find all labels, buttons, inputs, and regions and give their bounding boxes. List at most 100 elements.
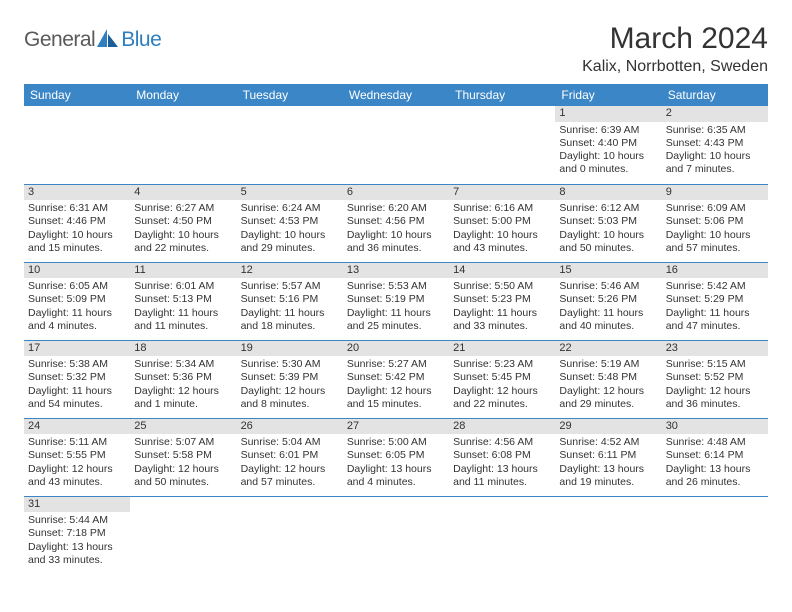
calendar-day: 15Sunrise: 5:46 AMSunset: 5:26 PMDayligh… (555, 262, 661, 340)
sunrise-line: Sunrise: 6:24 AM (241, 202, 339, 215)
sunset-line: Sunset: 5:23 PM (453, 293, 551, 306)
day-details: Sunrise: 6:09 AMSunset: 5:06 PMDaylight:… (662, 200, 768, 259)
sunset-line: Sunset: 5:39 PM (241, 371, 339, 384)
sunrise-line: Sunrise: 6:12 AM (559, 202, 657, 215)
daylight-line: Daylight: 11 hoursand 40 minutes. (559, 307, 657, 333)
sunset-line: Sunset: 6:05 PM (347, 449, 445, 462)
sunrise-line: Sunrise: 5:27 AM (347, 358, 445, 371)
day-details: Sunrise: 5:15 AMSunset: 5:52 PMDaylight:… (662, 356, 768, 415)
day-details: Sunrise: 6:24 AMSunset: 4:53 PMDaylight:… (237, 200, 343, 259)
calendar-row: 10Sunrise: 6:05 AMSunset: 5:09 PMDayligh… (24, 262, 768, 340)
daylight-line: Daylight: 10 hoursand 57 minutes. (666, 229, 764, 255)
daylight-line: Daylight: 10 hoursand 36 minutes. (347, 229, 445, 255)
sunset-line: Sunset: 5:00 PM (453, 215, 551, 228)
daylight-line: Daylight: 11 hoursand 33 minutes. (453, 307, 551, 333)
sunset-line: Sunset: 5:26 PM (559, 293, 657, 306)
day-number: 25 (130, 419, 236, 435)
daylight-line: Daylight: 11 hoursand 54 minutes. (28, 385, 126, 411)
sunrise-line: Sunrise: 5:34 AM (134, 358, 232, 371)
sunrise-line: Sunrise: 6:01 AM (134, 280, 232, 293)
day-details: Sunrise: 6:27 AMSunset: 4:50 PMDaylight:… (130, 200, 236, 259)
calendar-day: 14Sunrise: 5:50 AMSunset: 5:23 PMDayligh… (449, 262, 555, 340)
sunrise-line: Sunrise: 6:09 AM (666, 202, 764, 215)
calendar-day: 26Sunrise: 5:04 AMSunset: 6:01 PMDayligh… (237, 418, 343, 496)
calendar-day: 29Sunrise: 4:52 AMSunset: 6:11 PMDayligh… (555, 418, 661, 496)
weekday-header: Saturday (662, 84, 768, 106)
sunrise-line: Sunrise: 5:57 AM (241, 280, 339, 293)
sunrise-line: Sunrise: 6:35 AM (666, 124, 764, 137)
calendar-empty (449, 106, 555, 184)
day-number: 27 (343, 419, 449, 435)
calendar-day: 19Sunrise: 5:30 AMSunset: 5:39 PMDayligh… (237, 340, 343, 418)
sunrise-line: Sunrise: 5:11 AM (28, 436, 126, 449)
calendar-empty (449, 496, 555, 574)
day-number: 19 (237, 341, 343, 357)
sunset-line: Sunset: 5:19 PM (347, 293, 445, 306)
sunrise-line: Sunrise: 5:42 AM (666, 280, 764, 293)
calendar-empty (343, 106, 449, 184)
day-details: Sunrise: 5:00 AMSunset: 6:05 PMDaylight:… (343, 434, 449, 493)
daylight-line: Daylight: 12 hoursand 57 minutes. (241, 463, 339, 489)
sunrise-line: Sunrise: 5:38 AM (28, 358, 126, 371)
calendar-day: 23Sunrise: 5:15 AMSunset: 5:52 PMDayligh… (662, 340, 768, 418)
calendar-day: 4Sunrise: 6:27 AMSunset: 4:50 PMDaylight… (130, 184, 236, 262)
weekday-header: Monday (130, 84, 236, 106)
calendar-row: 17Sunrise: 5:38 AMSunset: 5:32 PMDayligh… (24, 340, 768, 418)
calendar-empty (237, 496, 343, 574)
daylight-line: Daylight: 12 hoursand 1 minute. (134, 385, 232, 411)
daylight-line: Daylight: 10 hoursand 50 minutes. (559, 229, 657, 255)
sunrise-line: Sunrise: 5:04 AM (241, 436, 339, 449)
sunset-line: Sunset: 5:13 PM (134, 293, 232, 306)
day-details: Sunrise: 5:11 AMSunset: 5:55 PMDaylight:… (24, 434, 130, 493)
logo-text-a: General (24, 28, 95, 52)
calendar-day: 20Sunrise: 5:27 AMSunset: 5:42 PMDayligh… (343, 340, 449, 418)
header: General Blue March 2024 Kalix, Norrbotte… (24, 22, 768, 76)
day-details: Sunrise: 5:34 AMSunset: 5:36 PMDaylight:… (130, 356, 236, 415)
daylight-line: Daylight: 11 hoursand 18 minutes. (241, 307, 339, 333)
calendar-empty (237, 106, 343, 184)
sunset-line: Sunset: 5:45 PM (453, 371, 551, 384)
sunrise-line: Sunrise: 6:39 AM (559, 124, 657, 137)
daylight-line: Daylight: 10 hoursand 22 minutes. (134, 229, 232, 255)
day-details: Sunrise: 6:16 AMSunset: 5:00 PMDaylight:… (449, 200, 555, 259)
day-number: 11 (130, 263, 236, 279)
calendar-day: 6Sunrise: 6:20 AMSunset: 4:56 PMDaylight… (343, 184, 449, 262)
daylight-line: Daylight: 12 hoursand 8 minutes. (241, 385, 339, 411)
day-number: 23 (662, 341, 768, 357)
calendar-day: 16Sunrise: 5:42 AMSunset: 5:29 PMDayligh… (662, 262, 768, 340)
day-number: 30 (662, 419, 768, 435)
title-block: March 2024 Kalix, Norrbotten, Sweden (582, 22, 768, 76)
day-details: Sunrise: 5:50 AMSunset: 5:23 PMDaylight:… (449, 278, 555, 337)
sunset-line: Sunset: 5:55 PM (28, 449, 126, 462)
day-details: Sunrise: 5:42 AMSunset: 5:29 PMDaylight:… (662, 278, 768, 337)
day-number: 20 (343, 341, 449, 357)
sunrise-line: Sunrise: 5:19 AM (559, 358, 657, 371)
daylight-line: Daylight: 11 hoursand 25 minutes. (347, 307, 445, 333)
weekday-header: Wednesday (343, 84, 449, 106)
day-details: Sunrise: 5:30 AMSunset: 5:39 PMDaylight:… (237, 356, 343, 415)
day-number: 15 (555, 263, 661, 279)
day-number: 14 (449, 263, 555, 279)
calendar-day: 13Sunrise: 5:53 AMSunset: 5:19 PMDayligh… (343, 262, 449, 340)
daylight-line: Daylight: 12 hoursand 43 minutes. (28, 463, 126, 489)
logo-sail-icon (97, 29, 119, 47)
calendar-empty (130, 496, 236, 574)
sunset-line: Sunset: 6:14 PM (666, 449, 764, 462)
day-details: Sunrise: 5:57 AMSunset: 5:16 PMDaylight:… (237, 278, 343, 337)
daylight-line: Daylight: 13 hoursand 11 minutes. (453, 463, 551, 489)
weekday-header: Sunday (24, 84, 130, 106)
sunrise-line: Sunrise: 6:16 AM (453, 202, 551, 215)
sunset-line: Sunset: 5:42 PM (347, 371, 445, 384)
day-number: 26 (237, 419, 343, 435)
sunset-line: Sunset: 4:40 PM (559, 137, 657, 150)
sunset-line: Sunset: 6:01 PM (241, 449, 339, 462)
day-details: Sunrise: 5:46 AMSunset: 5:26 PMDaylight:… (555, 278, 661, 337)
daylight-line: Daylight: 11 hoursand 4 minutes. (28, 307, 126, 333)
calendar-day: 3Sunrise: 6:31 AMSunset: 4:46 PMDaylight… (24, 184, 130, 262)
daylight-line: Daylight: 11 hoursand 11 minutes. (134, 307, 232, 333)
calendar-day: 28Sunrise: 4:56 AMSunset: 6:08 PMDayligh… (449, 418, 555, 496)
sunset-line: Sunset: 4:53 PM (241, 215, 339, 228)
sunrise-line: Sunrise: 5:46 AM (559, 280, 657, 293)
calendar-day: 24Sunrise: 5:11 AMSunset: 5:55 PMDayligh… (24, 418, 130, 496)
sunset-line: Sunset: 7:18 PM (28, 527, 126, 540)
